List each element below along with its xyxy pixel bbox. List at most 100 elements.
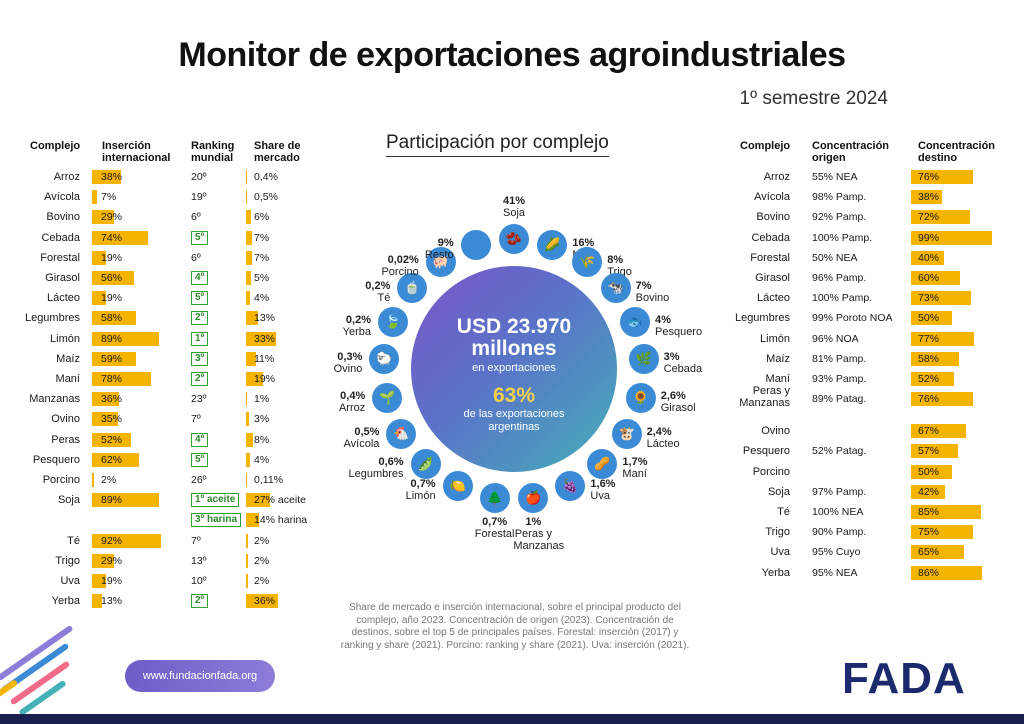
destino-value: 73% bbox=[918, 292, 940, 305]
participacion-name: Ovino bbox=[333, 363, 363, 376]
insercion-value: 29% bbox=[101, 211, 123, 224]
insercion-bar bbox=[92, 412, 119, 427]
complejo-name: Uva bbox=[60, 575, 80, 587]
destino-value: 60% bbox=[918, 272, 940, 284]
destino-bar bbox=[911, 444, 958, 459]
participacion-pct: 0,3% bbox=[337, 351, 363, 364]
participacion-name: Lácteo bbox=[646, 438, 680, 450]
destino-bar bbox=[911, 291, 971, 306]
share-value: 19% bbox=[254, 373, 276, 385]
share-bar bbox=[246, 432, 254, 447]
complejo-name: Uva bbox=[770, 546, 790, 559]
complejo-name: Girasol bbox=[755, 272, 790, 284]
table-row: Yerba 95% NEA 86% bbox=[700, 563, 1010, 583]
left-header-complejo: Complejo bbox=[30, 140, 81, 152]
participacion-pct: 1,6% bbox=[590, 478, 616, 491]
origen-value: 100% NEA bbox=[812, 506, 864, 518]
destino-value: 67% bbox=[918, 425, 940, 438]
ranking-value: 6º bbox=[191, 211, 201, 224]
participacion-label: 0,3% Ovino bbox=[304, 351, 363, 376]
complejo-name: Maní bbox=[765, 373, 790, 385]
destino-value: 50% bbox=[918, 465, 940, 478]
share-value: 11% bbox=[254, 352, 275, 365]
share-bar bbox=[246, 311, 258, 326]
participacion-pct: 41% bbox=[502, 195, 526, 207]
ranking-value: 5º bbox=[191, 452, 209, 467]
ranking-value: 2º bbox=[191, 372, 209, 386]
insercion-value: 62% bbox=[101, 453, 123, 466]
complejo-name: Peras bbox=[51, 433, 80, 446]
insercion-value: 29% bbox=[101, 554, 123, 567]
participacion-name: Uva bbox=[590, 490, 610, 503]
bovino-icon: 🐄 bbox=[600, 272, 631, 303]
participacion-pct: 0,6% bbox=[378, 456, 404, 469]
destino-value: 72% bbox=[918, 211, 940, 224]
share-bar bbox=[246, 291, 250, 306]
page-title: Monitor de exportaciones agroindustriale… bbox=[178, 36, 846, 74]
ranking-value: 23º bbox=[191, 393, 207, 406]
table-row: Arroz 55% NEA 76% bbox=[700, 167, 1010, 187]
destino-value: 38% bbox=[918, 191, 940, 204]
té-icon: 🍵 bbox=[397, 272, 428, 303]
participacion-label: 41% Soja bbox=[494, 195, 534, 219]
ranking-value: 6º bbox=[191, 251, 201, 264]
table-row: Té 92% 7º 2% bbox=[0, 531, 340, 551]
complejo-name: Legumbres bbox=[24, 312, 80, 325]
table-row: Ovino 67% bbox=[700, 421, 1010, 441]
destino-bar bbox=[911, 351, 959, 366]
share-value: 7% bbox=[254, 231, 270, 244]
origen-value: 98% Pamp. bbox=[812, 191, 867, 204]
soja-icon: 🫘 bbox=[499, 224, 529, 254]
insercion-bar bbox=[92, 574, 107, 588]
complejo-name: Yerba bbox=[51, 595, 80, 608]
legumbres-icon: 🫛 bbox=[410, 449, 441, 480]
center-sub: en exportaciones bbox=[472, 362, 556, 374]
pesquero-icon: 🐟 bbox=[620, 306, 650, 337]
insercion-bar bbox=[92, 553, 114, 568]
complejo-name: Lácteo bbox=[756, 292, 790, 305]
left-header-ranking: Ranking mundial bbox=[191, 140, 235, 164]
ranking-value: 4º bbox=[191, 271, 209, 285]
participacion-name: Té bbox=[377, 291, 391, 304]
insercion-value: 92% bbox=[101, 534, 123, 547]
participacion-pct: 3% bbox=[663, 351, 680, 364]
destino-value: 77% bbox=[918, 332, 940, 345]
complejo-name: Trigo bbox=[55, 554, 80, 567]
insercion-bar bbox=[92, 271, 134, 285]
table-row: Avícola 98% Pamp. 38% bbox=[700, 187, 1010, 207]
maíz-icon: 🌽 bbox=[537, 229, 568, 260]
origen-value: 96% Pamp. bbox=[812, 272, 867, 284]
ranking-value: 19º bbox=[191, 191, 207, 204]
participacion-title: Participación por complejo bbox=[386, 132, 609, 157]
destino-value: 85% bbox=[918, 506, 940, 518]
participacion-pct: 2,4% bbox=[646, 426, 672, 438]
insercion-bar bbox=[92, 331, 159, 346]
center-pct-sub: de las exportaciones argentinas bbox=[463, 408, 565, 433]
participacion-label: 0,4% Arroz bbox=[307, 390, 365, 414]
participacion-name: Avícola bbox=[343, 438, 380, 450]
participacion-label: 0,02% Porcino bbox=[361, 254, 419, 278]
trigo-icon: 🌾 bbox=[572, 246, 603, 277]
complejo-name: Trigo bbox=[765, 526, 790, 539]
share-bar bbox=[246, 271, 251, 285]
participacion-name: Porcino bbox=[381, 265, 419, 278]
ranking-value: 7º bbox=[191, 413, 201, 426]
table-row: Lácteo 19% 5º 4% bbox=[0, 288, 340, 308]
participacion-name: Cebada bbox=[663, 363, 703, 376]
origen-value: 90% Pamp. bbox=[812, 526, 867, 539]
origen-value: 100% Pamp. bbox=[812, 231, 873, 244]
insercion-value: 58% bbox=[101, 312, 123, 325]
table-row: Uva 95% Cuyo 65% bbox=[700, 542, 1010, 562]
table-row: Té 100% NEA 85% bbox=[700, 502, 1010, 522]
participacion-pct: 1% bbox=[525, 515, 542, 528]
table-row: Trigo 29% 13º 2% bbox=[0, 551, 340, 571]
ranking-value: 5º bbox=[191, 230, 209, 245]
website-link[interactable]: www.fundacionfada.org bbox=[125, 660, 275, 692]
insercion-bar bbox=[92, 432, 131, 447]
share-bar bbox=[246, 210, 252, 225]
origen-value: 97% Pamp. bbox=[812, 485, 867, 498]
participacion-label: 0,7% Forestal bbox=[475, 516, 515, 540]
destino-value: 40% bbox=[918, 251, 940, 264]
origen-value: 99% Poroto NOA bbox=[812, 312, 893, 325]
complejo-name: Pesquero bbox=[742, 445, 790, 458]
